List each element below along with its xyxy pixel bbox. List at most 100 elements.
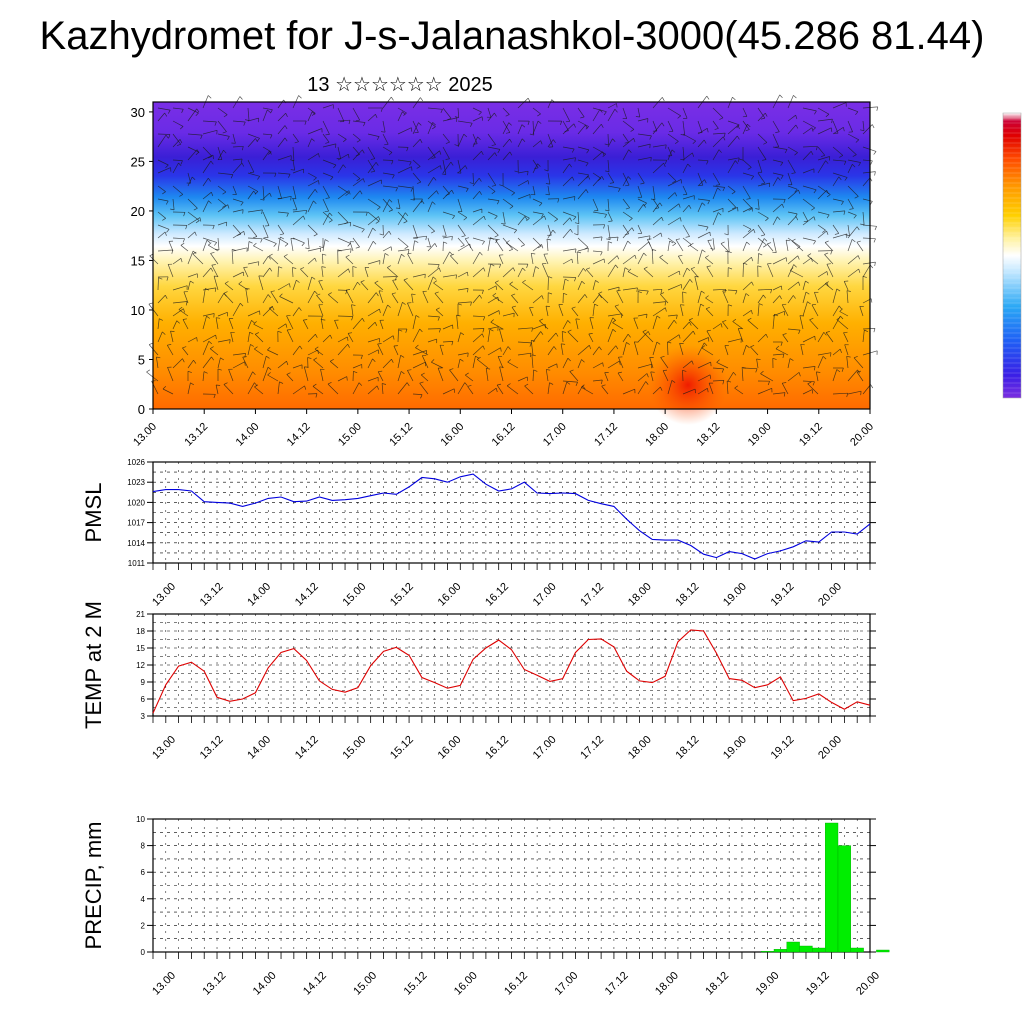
wind-barb-flag bbox=[450, 253, 455, 257]
wind-barb-flag bbox=[869, 264, 874, 269]
wind-barb-flag bbox=[521, 138, 526, 142]
wind-barb bbox=[802, 366, 816, 369]
wind-barb-flag bbox=[333, 164, 337, 169]
wind-barb bbox=[618, 357, 624, 369]
wind-barb-flag bbox=[793, 264, 797, 268]
wind-barb bbox=[172, 162, 179, 174]
wind-barb-flag bbox=[544, 169, 549, 172]
wind-barb-flag bbox=[438, 267, 441, 272]
wind-barb bbox=[817, 352, 832, 356]
wind-barb bbox=[337, 315, 353, 317]
wind-barb bbox=[316, 295, 324, 304]
wind-barb-flag bbox=[767, 381, 770, 386]
x-tick-label: 17.12 bbox=[578, 581, 606, 609]
wind-barb-flag bbox=[760, 370, 764, 374]
wind-barb-flag bbox=[824, 240, 829, 243]
wind-barb-flag bbox=[873, 151, 877, 155]
wind-barb bbox=[757, 172, 766, 184]
wind-barb bbox=[472, 345, 484, 356]
wind-barb bbox=[307, 180, 319, 187]
wind-barb bbox=[588, 333, 594, 343]
wind-barb bbox=[487, 185, 496, 192]
wind-barb bbox=[307, 237, 310, 249]
wind-barb bbox=[802, 145, 818, 148]
wind-barb bbox=[337, 153, 349, 161]
wind-barb-flag bbox=[774, 313, 779, 317]
wind-barb bbox=[832, 233, 847, 239]
wind-barb-flag bbox=[569, 163, 572, 168]
wind-barb bbox=[321, 266, 324, 278]
wind-barb-flag bbox=[305, 247, 310, 250]
wind-barb-flag bbox=[214, 121, 217, 126]
wind-barb bbox=[217, 204, 229, 213]
wind-barb-flag bbox=[656, 315, 661, 319]
wind-barb bbox=[487, 347, 501, 356]
wind-barb bbox=[802, 216, 815, 226]
wind-barb bbox=[760, 373, 774, 382]
wind-barb bbox=[487, 107, 492, 118]
wind-barb bbox=[412, 185, 415, 201]
wind-barb-flag bbox=[491, 144, 496, 147]
wind-barb bbox=[157, 167, 171, 174]
wind-barb bbox=[172, 258, 182, 265]
wind-barb bbox=[172, 320, 178, 330]
wind-barb-flag bbox=[238, 281, 243, 285]
wind-barb-flag bbox=[266, 355, 270, 359]
wind-barb-flag bbox=[811, 207, 815, 211]
wind-barb-flag bbox=[826, 271, 829, 276]
wind-barb bbox=[247, 237, 263, 240]
wind-barb-flag bbox=[465, 188, 469, 192]
wind-barb bbox=[292, 168, 304, 174]
wind-barb-flag bbox=[245, 287, 250, 290]
wind-barb-flag bbox=[391, 96, 394, 101]
wind-barb bbox=[502, 346, 509, 356]
wind-barb bbox=[742, 120, 750, 130]
wind-barb-flag bbox=[661, 122, 665, 127]
wind-barb-flag bbox=[434, 243, 438, 248]
wind-barb bbox=[262, 146, 272, 153]
wind-barb-flag bbox=[700, 303, 705, 307]
wind-barb bbox=[412, 172, 422, 183]
wind-barb bbox=[532, 215, 545, 226]
wind-barb-flag bbox=[853, 355, 858, 359]
wind-barb bbox=[541, 263, 549, 278]
wind-barb bbox=[772, 310, 785, 317]
wind-barb-flag bbox=[298, 95, 302, 99]
wind-barb-flag bbox=[646, 290, 649, 295]
wind-barb bbox=[682, 360, 693, 369]
wind-barb bbox=[592, 294, 600, 304]
wind-barb-flag bbox=[195, 112, 199, 117]
wind-barb-flag bbox=[645, 381, 649, 385]
wind-barb bbox=[157, 318, 160, 330]
wind-barb-flag bbox=[760, 182, 765, 185]
wind-barb-flag bbox=[826, 230, 829, 235]
wind-barb-flag bbox=[404, 246, 409, 250]
wind-barb-flag bbox=[372, 227, 376, 232]
wind-barb bbox=[637, 107, 641, 118]
wind-barb-flag bbox=[728, 267, 733, 270]
wind-barb bbox=[367, 385, 378, 395]
wind-barb-flag bbox=[627, 268, 632, 272]
wind-barb-flag bbox=[584, 294, 588, 298]
wind-barb bbox=[442, 133, 450, 143]
wind-barb-flag bbox=[605, 209, 610, 212]
wind-barb bbox=[727, 338, 742, 343]
wind-barb bbox=[307, 111, 313, 122]
precip-bar bbox=[761, 951, 775, 953]
wind-barb bbox=[543, 254, 549, 265]
wind-barb bbox=[442, 274, 457, 278]
precip-bar bbox=[850, 947, 864, 953]
wind-barb-flag bbox=[350, 248, 352, 253]
wind-barb-flag bbox=[432, 126, 436, 130]
wind-barb bbox=[498, 254, 504, 265]
wind-barb-flag bbox=[571, 306, 576, 309]
wind-barb-flag bbox=[342, 139, 347, 143]
wind-barb bbox=[562, 217, 571, 226]
wind-barb-flag bbox=[170, 330, 175, 332]
wind-barb bbox=[726, 380, 729, 395]
wind-barb bbox=[772, 159, 783, 163]
wind-barb-flag bbox=[360, 355, 363, 360]
y-tick-label: 6 bbox=[141, 695, 146, 704]
wind-barb-flag bbox=[311, 138, 315, 142]
wind-barb-flag bbox=[193, 359, 197, 364]
